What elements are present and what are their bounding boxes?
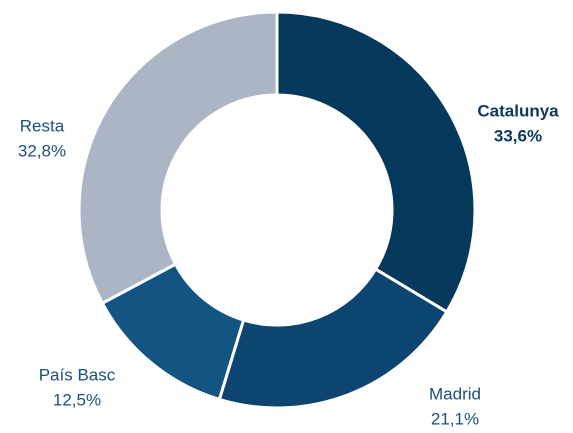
slice-label: Madrid	[429, 384, 481, 403]
slice-value: 33,6%	[494, 126, 542, 145]
slice-label: País Basc	[39, 365, 116, 384]
donut-slice	[217, 267, 449, 410]
slice-label: Catalunya	[477, 101, 559, 120]
donut-slice	[77, 10, 279, 306]
slice-value: 21,1%	[431, 409, 479, 428]
donut-slice	[275, 10, 477, 314]
slice-value: 12,5%	[53, 390, 101, 409]
slice-label: Resta	[20, 116, 65, 135]
slice-value: 32,8%	[18, 141, 66, 160]
